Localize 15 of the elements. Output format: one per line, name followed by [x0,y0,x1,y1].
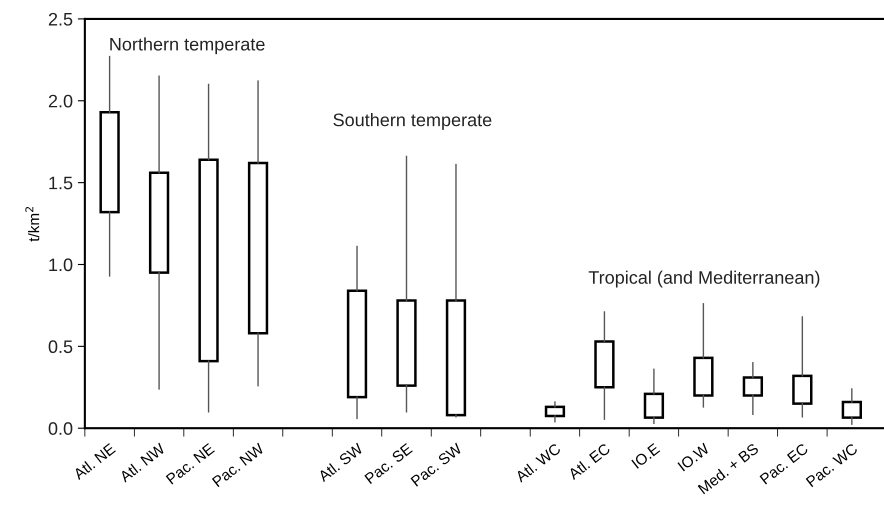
annotation: Northern temperate [110,37,265,54]
y-tick-label: 0.0 [48,422,72,435]
y-tick-label: 1.0 [49,258,72,272]
y-tick-label: 2.0 [48,94,72,108]
y-tick-label: 2.5 [48,12,72,26]
x-tick-label: Atl. EC [566,442,611,480]
annotation: Tropical (and Mediterranean) [588,270,820,288]
y-axis-title: t/km$^{2}$ [25,207,40,242]
y-tick-label: 1.5 [49,176,72,190]
x-tick-label: Atl. WC [514,442,562,483]
x-tick-label: Atl. NE [72,442,116,480]
x-tick-label: Atl. NW [118,442,166,483]
annotation: Southern temperate [333,113,492,130]
y-tick-label: 0.5 [48,340,72,354]
x-tick-label: Atl. SW [316,442,364,482]
